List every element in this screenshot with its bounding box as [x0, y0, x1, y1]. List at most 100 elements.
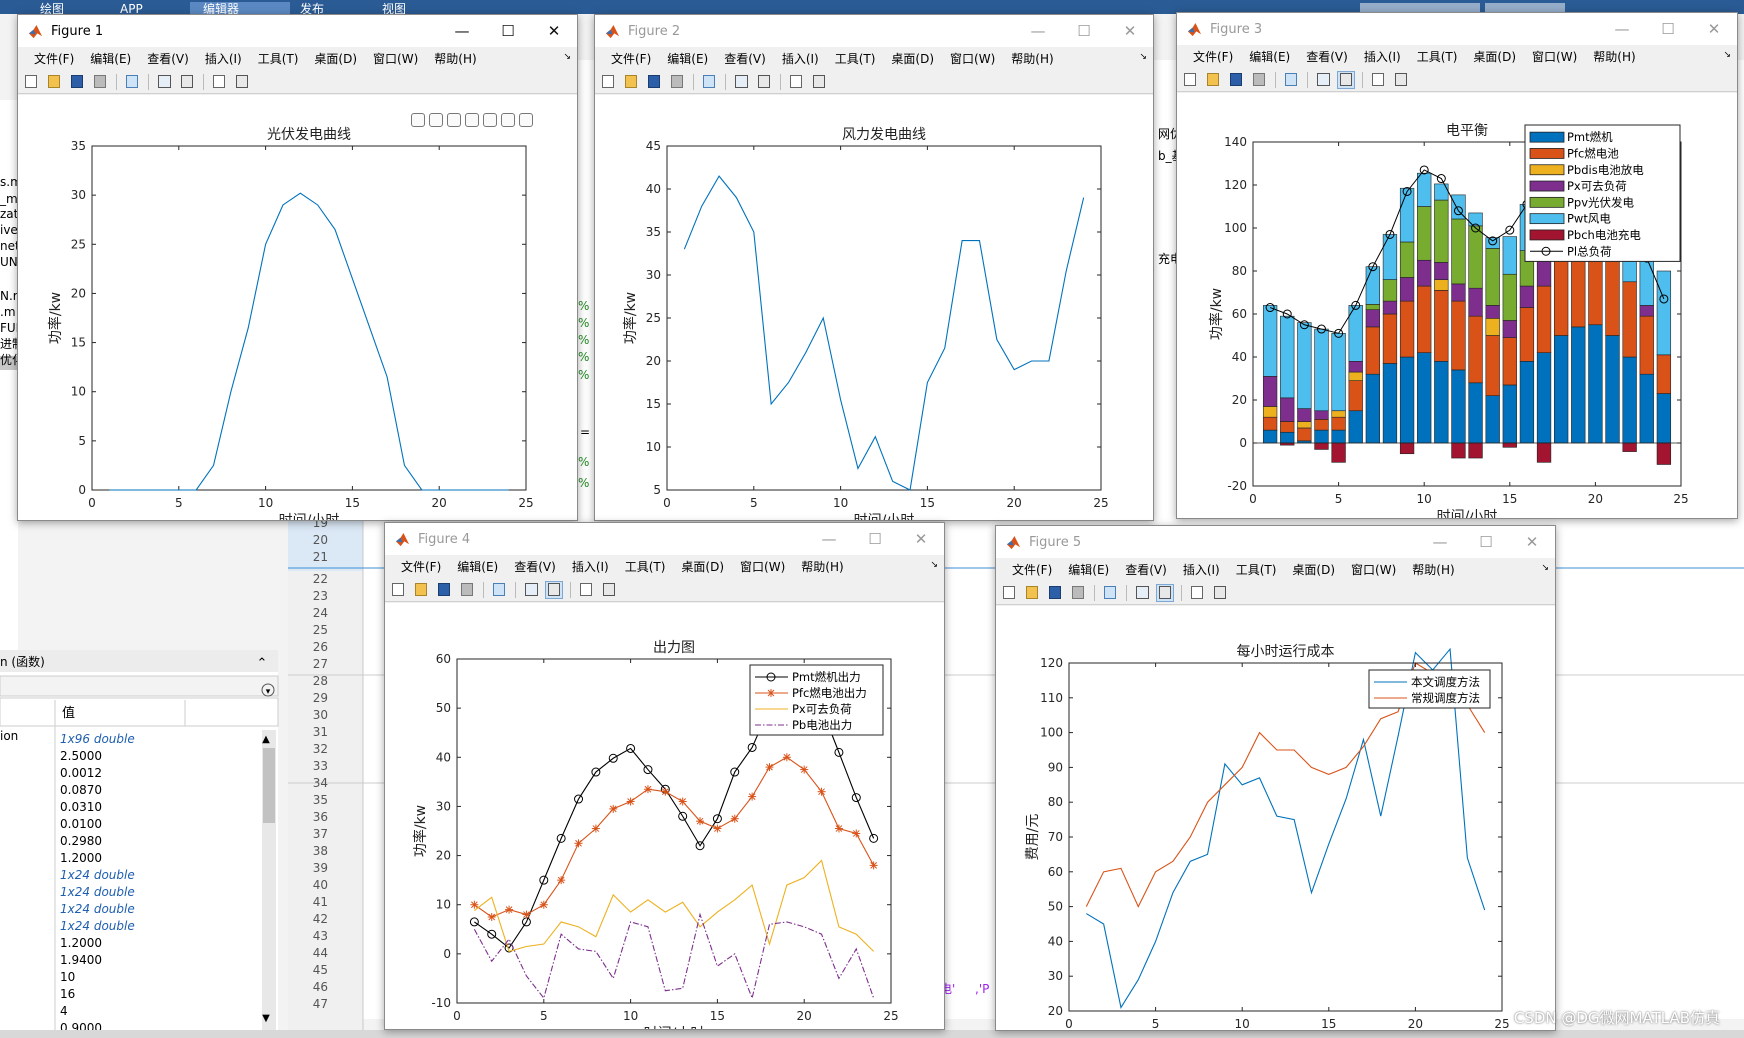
link-plot-icon[interactable]	[490, 581, 508, 599]
property-inspector-icon[interactable]	[600, 581, 618, 599]
edit-plot-arrow-icon[interactable]	[1369, 71, 1387, 89]
link-plot-icon[interactable]	[123, 73, 141, 91]
figure-2-window[interactable]: Figure 2 — ☐ ✕ 文件(F) 编辑(E) 查看(V) 插入(I) 工具(T) 桌面(D…	[594, 14, 1154, 521]
menu-item[interactable]: 帮助(H)	[801, 559, 844, 574]
open-file-icon[interactable]	[1204, 71, 1222, 89]
menu-item[interactable]: 窗口(W)	[373, 51, 419, 66]
minimize-button[interactable]: —	[1432, 533, 1448, 551]
menu-item[interactable]: 查看(V)	[724, 51, 766, 66]
workspace-menu-icon[interactable]: ▾	[266, 687, 271, 697]
menu-item[interactable]: 查看(V)	[1125, 562, 1167, 577]
menu-item[interactable]: 文件(F)	[401, 559, 442, 574]
figure-4-window[interactable]: Figure 4 — ☐ ✕ 文件(F) 编辑(E) 查看(V) 插入(I) 工具(T) 桌面(D…	[384, 522, 945, 1030]
close-button[interactable]: ✕	[1707, 20, 1721, 38]
save-icon[interactable]	[645, 73, 663, 91]
save-icon[interactable]	[68, 73, 86, 91]
menu-item[interactable]: 查看(V)	[514, 559, 556, 574]
menu-item[interactable]: 文件(F)	[611, 51, 652, 66]
menu-expand-icon[interactable]: ↘	[1541, 563, 1549, 573]
colorbar-icon[interactable]	[522, 581, 540, 599]
save-icon[interactable]	[435, 581, 453, 599]
menu-item[interactable]: 插入(I)	[1363, 49, 1401, 64]
minimize-button[interactable]: —	[821, 530, 837, 548]
colorbar-icon[interactable]	[1133, 584, 1151, 602]
open-file-icon[interactable]	[45, 73, 63, 91]
link-plot-icon[interactable]	[1282, 71, 1300, 89]
new-figure-icon[interactable]	[599, 73, 617, 91]
edit-plot-arrow-icon[interactable]	[1188, 584, 1206, 602]
menu-item[interactable]: 插入(I)	[204, 51, 242, 66]
close-button[interactable]: ✕	[1525, 533, 1539, 551]
workspace-collapse-icon[interactable]: ⌃	[257, 656, 268, 671]
window-titlebar[interactable]: Figure 2 — ☐ ✕	[595, 15, 1153, 47]
close-button[interactable]: ✕	[914, 530, 928, 548]
menu-item[interactable]: 工具(T)	[1235, 562, 1277, 577]
figure-5-window[interactable]: Figure 5 — ☐ ✕ 文件(F) 编辑(E) 查看(V) 插入(I) 工具(T) 桌面(D…	[995, 525, 1556, 1031]
new-figure-icon[interactable]	[22, 73, 40, 91]
link-plot-icon[interactable]	[700, 73, 718, 91]
colorbar-icon[interactable]	[155, 73, 173, 91]
menu-item[interactable]: 编辑(E)	[457, 559, 499, 574]
window-titlebar[interactable]: Figure 4 — ☐ ✕	[385, 523, 944, 555]
maximize-button[interactable]: ☐	[1661, 20, 1675, 38]
maximize-button[interactable]: ☐	[501, 22, 515, 40]
zoom-in-icon[interactable]	[483, 113, 497, 127]
menu-item[interactable]: 工具(T)	[257, 51, 299, 66]
legend-icon[interactable]	[545, 580, 563, 599]
new-figure-icon[interactable]	[389, 581, 407, 599]
brush-icon[interactable]	[411, 113, 425, 127]
window-titlebar[interactable]: Figure 1 — ☐ ✕	[18, 15, 577, 47]
menu-item[interactable]: 桌面(D)	[891, 51, 935, 66]
new-figure-icon[interactable]	[1000, 584, 1018, 602]
maximize-button[interactable]: ☐	[1479, 533, 1493, 551]
menu-item[interactable]: 编辑(E)	[1249, 49, 1291, 64]
menu-item[interactable]: 查看(V)	[147, 51, 189, 66]
menu-item[interactable]: 工具(T)	[1416, 49, 1458, 64]
menu-item[interactable]: 帮助(H)	[434, 51, 477, 66]
open-file-icon[interactable]	[1023, 584, 1041, 602]
menu-item[interactable]: 帮助(H)	[1011, 51, 1054, 66]
menu-item[interactable]: 工具(T)	[624, 559, 666, 574]
edit-plot-arrow-icon[interactable]	[210, 73, 228, 91]
close-button[interactable]: ✕	[547, 22, 561, 40]
menu-item[interactable]: 文件(F)	[1193, 49, 1234, 64]
workspace-scroll-up-icon[interactable]: ▲	[262, 734, 270, 745]
menu-item[interactable]: 窗口(W)	[950, 51, 996, 66]
menu-item[interactable]: 桌面(D)	[314, 51, 358, 66]
menu-item[interactable]: 帮助(H)	[1412, 562, 1455, 577]
menu-expand-icon[interactable]: ↘	[930, 560, 938, 570]
open-file-icon[interactable]	[622, 73, 640, 91]
property-inspector-icon[interactable]	[1211, 584, 1229, 602]
menu-item[interactable]: 窗口(W)	[1532, 49, 1578, 64]
menu-item[interactable]: 编辑(E)	[667, 51, 709, 66]
menu-item[interactable]: 查看(V)	[1306, 49, 1348, 64]
menu-expand-icon[interactable]: ↘	[1723, 50, 1731, 60]
pan-icon[interactable]	[447, 113, 461, 127]
menu-item[interactable]: 工具(T)	[834, 51, 876, 66]
save-icon[interactable]	[1046, 584, 1064, 602]
menu-item[interactable]: 窗口(W)	[740, 559, 786, 574]
menu-item[interactable]: 插入(I)	[1182, 562, 1220, 577]
window-titlebar[interactable]: Figure 5 — ☐ ✕	[996, 526, 1555, 558]
new-figure-icon[interactable]	[1181, 71, 1199, 89]
figure-3-window[interactable]: Figure 3 — ☐ ✕ 文件(F) 编辑(E) 查看(V) 插入(I) 工具(T) 桌面(D…	[1176, 12, 1738, 519]
menu-item[interactable]: 编辑(E)	[90, 51, 132, 66]
minimize-button[interactable]: —	[1030, 22, 1046, 40]
legend-icon[interactable]	[1337, 70, 1355, 89]
window-titlebar[interactable]: Figure 3 — ☐ ✕	[1177, 13, 1737, 45]
edit-plot-arrow-icon[interactable]	[787, 73, 805, 91]
menu-item[interactable]: 文件(F)	[34, 51, 75, 66]
datatip-icon[interactable]	[429, 113, 443, 127]
open-file-icon[interactable]	[412, 581, 430, 599]
property-inspector-icon[interactable]	[233, 73, 251, 91]
print-icon[interactable]	[91, 73, 109, 91]
maximize-button[interactable]: ☐	[1077, 22, 1091, 40]
colorbar-icon[interactable]	[1314, 71, 1332, 89]
colorbar-icon[interactable]	[732, 73, 750, 91]
menu-item[interactable]: 桌面(D)	[1473, 49, 1517, 64]
menu-item[interactable]: 插入(I)	[571, 559, 609, 574]
legend-icon[interactable]	[755, 73, 773, 91]
print-icon[interactable]	[1250, 71, 1268, 89]
hand-icon[interactable]	[465, 113, 479, 127]
figure-1-window[interactable]: Figure 1 — ☐ ✕ 文件(F) 编辑(E) 查看(V) 插入(I) 工具(T) 桌面(D…	[17, 14, 578, 521]
